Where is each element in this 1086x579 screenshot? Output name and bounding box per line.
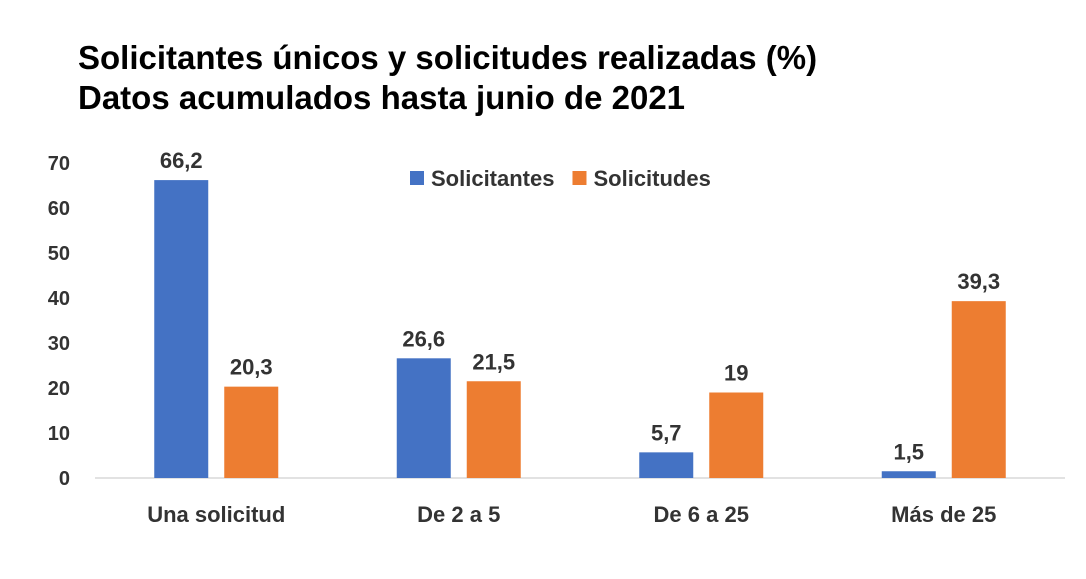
data-label: 5,7 <box>651 420 682 445</box>
y-tick-label: 70 <box>48 153 70 175</box>
x-category-label: Más de 25 <box>891 502 996 527</box>
bar-solicitudes <box>951 301 1006 478</box>
legend-label: Solicitudes <box>593 166 710 191</box>
bar-solicitantes <box>154 180 209 478</box>
data-label: 19 <box>724 361 748 386</box>
x-category-label: De 6 a 25 <box>654 502 749 527</box>
bar-solicitudes <box>709 392 764 478</box>
data-label: 21,5 <box>472 349 515 374</box>
x-category-label: De 2 a 5 <box>417 502 500 527</box>
y-tick-label: 60 <box>48 198 70 220</box>
legend-label: Solicitantes <box>431 166 554 191</box>
data-label: 26,6 <box>402 326 445 351</box>
x-category-label: Una solicitud <box>147 502 285 527</box>
y-tick-label: 20 <box>48 378 70 400</box>
bar-solicitantes <box>639 452 694 478</box>
bar-solicitudes <box>224 386 279 478</box>
bar-solicitantes <box>396 358 451 478</box>
legend-swatch <box>572 171 587 185</box>
data-label: 66,2 <box>160 148 203 173</box>
legend-swatch <box>410 171 424 185</box>
chart-title: Solicitantes únicos y solicitudes realiz… <box>78 39 818 76</box>
y-tick-label: 0 <box>59 468 70 490</box>
y-tick-label: 10 <box>48 423 70 445</box>
data-label: 1,5 <box>893 439 924 464</box>
y-tick-label: 30 <box>48 333 70 355</box>
chart-title-block: Solicitantes únicos y solicitudes realiz… <box>78 38 817 118</box>
data-label: 39,3 <box>957 269 1000 294</box>
bar-solicitudes <box>466 381 521 478</box>
y-tick-label: 40 <box>48 288 70 310</box>
bar-solicitantes <box>881 471 936 478</box>
data-label: 20,3 <box>230 355 273 380</box>
y-tick-label: 50 <box>48 243 70 265</box>
chart-subtitle: Datos acumulados hasta junio de 2021 <box>78 79 686 116</box>
